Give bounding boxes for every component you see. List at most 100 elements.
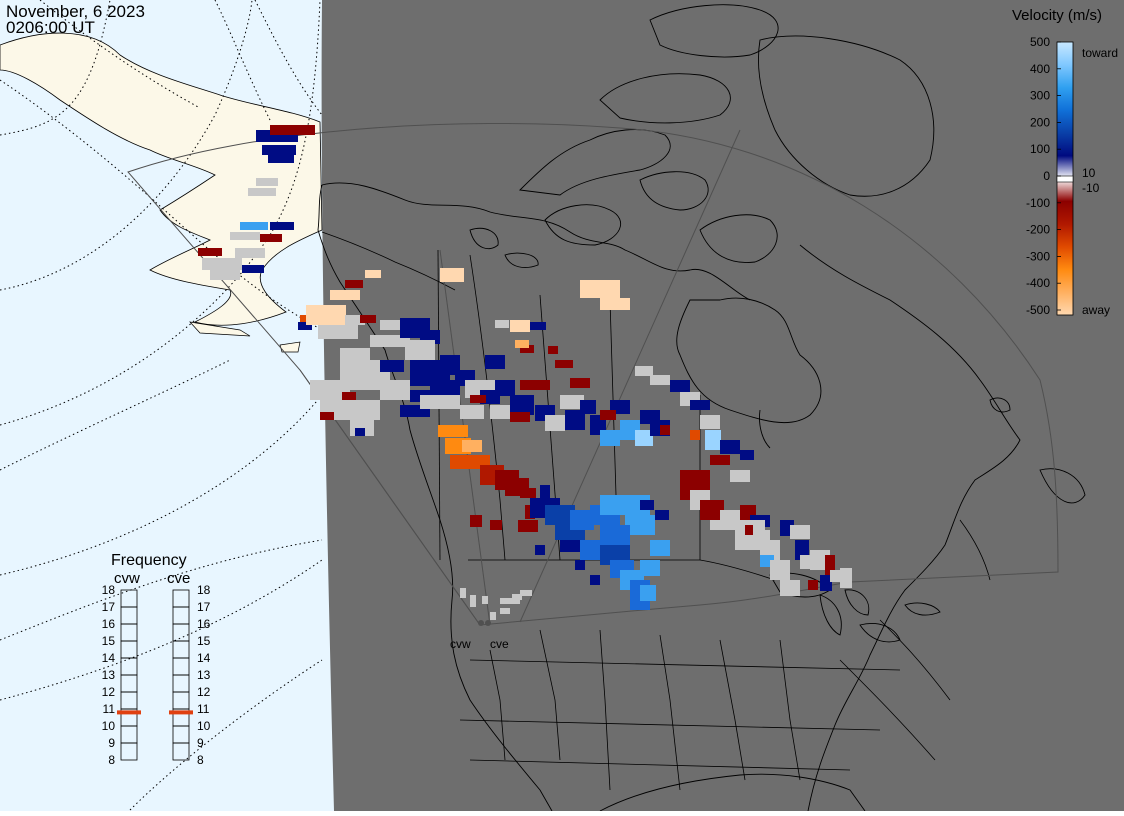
scatter-cell <box>655 510 669 520</box>
scatter-cell <box>580 400 596 414</box>
scatter-cell <box>518 520 538 532</box>
scatter-cell <box>510 320 530 332</box>
frequency-panel: Frequency cvw cve 1817161514131211109818… <box>102 552 211 767</box>
radar-site-cve <box>485 620 491 626</box>
scatter-cell <box>575 560 585 570</box>
frequency-tick-label: 17 <box>197 600 211 614</box>
scatter-cell <box>570 378 590 388</box>
scatter-cell <box>270 222 294 230</box>
scatter-cell <box>260 234 282 242</box>
scatter-cell <box>240 222 268 230</box>
scatter-cell <box>690 400 710 410</box>
scatter-cell <box>306 305 346 325</box>
scatter-cell <box>640 500 654 510</box>
frequency-tick-label: 16 <box>102 617 116 631</box>
scatter-cell <box>545 415 565 431</box>
colorbar-tick-label: 400 <box>1030 62 1050 76</box>
scatter-cell <box>510 395 534 415</box>
scatter-cell <box>515 340 529 348</box>
scatter-cell <box>320 400 380 420</box>
scatter-cell <box>248 188 276 196</box>
frequency-bars: 18 17 16 15 14 13 12 11 10 9 8 18 17 16 15 14 13 12 11 10 9 8 <box>102 583 211 767</box>
colorbar-tick-label: -500 <box>1026 303 1050 317</box>
scatter-cell <box>555 360 573 368</box>
scatter-cell <box>600 495 620 515</box>
radar-sites: cvw cve <box>450 620 509 651</box>
colorbar-tick-label: -300 <box>1026 249 1050 263</box>
frequency-marker-cve <box>169 710 193 715</box>
scatter-cell <box>635 430 653 446</box>
scatter-cell <box>710 455 730 465</box>
scatter-cell <box>490 612 496 620</box>
frequency-title: Frequency <box>111 552 187 569</box>
frequency-tick-label: 10 <box>102 719 116 733</box>
scatter-cell <box>670 380 690 392</box>
scatter-cell <box>460 405 484 419</box>
scatter-cell <box>825 555 835 575</box>
scatter-cell <box>520 380 550 390</box>
scatter-cell <box>420 395 460 409</box>
scatter-cell <box>635 366 653 376</box>
colorbar-tick-label: -200 <box>1026 223 1050 237</box>
scatter-cell <box>700 500 724 520</box>
frequency-tick-label: 14 <box>102 651 116 665</box>
radar-site-cvw <box>478 620 484 626</box>
scatter-cell <box>512 594 522 600</box>
scatter-cell <box>740 450 754 460</box>
frequency-radar-label-cvw: cvw <box>114 570 140 587</box>
scatter-cell <box>460 588 466 598</box>
scatter-cell <box>640 560 660 576</box>
colorbar-title: Velocity (m/s) <box>1012 7 1102 24</box>
scatter-cell <box>462 440 482 452</box>
colorbar-ticks: 500 400 300 200 100 0 -100 -200 -300 -400 -500 <box>1026 35 1061 317</box>
scatter-cell <box>405 340 435 360</box>
scatter-cell <box>565 410 585 430</box>
colorbar-zero-band <box>1056 175 1074 183</box>
scatter-cell <box>500 608 510 614</box>
frequency-marker-cvw <box>117 710 141 715</box>
scatter-cell <box>310 380 350 400</box>
scatter-cell <box>235 248 265 258</box>
aleutian-islands <box>189 321 301 353</box>
scatter-cell <box>365 270 381 278</box>
scatter-cell <box>495 380 515 396</box>
scatter-cell <box>600 430 620 446</box>
time-label: 0206:00 UT <box>6 18 95 37</box>
scatter-cell <box>650 540 670 556</box>
frequency-bar-cell <box>120 742 138 761</box>
frequency-tick-label: 12 <box>197 685 211 699</box>
frequency-radar-label-cve: cve <box>167 570 190 587</box>
frequency-tick-label: 9 <box>197 736 204 750</box>
colorbar-inner-label-10: 10 <box>1082 166 1096 180</box>
frequency-tick-label: 12 <box>102 685 116 699</box>
scatter-cell <box>808 580 818 590</box>
scatter-cell <box>256 178 278 186</box>
scatter-cell <box>520 345 534 353</box>
scatter-cell <box>540 485 550 505</box>
frequency-tick-label: 13 <box>197 668 211 682</box>
scatter-cell <box>745 525 753 535</box>
scatter-cell <box>318 325 358 339</box>
scatter-cell <box>530 322 546 330</box>
radar-label-cvw: cvw <box>450 637 471 651</box>
scatter-cell <box>495 320 509 328</box>
frequency-tick-label: 17 <box>102 600 116 614</box>
scatter-cell <box>690 430 700 440</box>
colorbar-tick-label: 0 <box>1043 169 1050 183</box>
scatter-cell <box>298 322 312 330</box>
scatter-cell <box>202 258 242 270</box>
scatter-cell <box>342 392 356 400</box>
scatter-cell <box>780 580 800 596</box>
colorbar-tick-label: 100 <box>1030 142 1050 156</box>
scatter-cell <box>705 430 721 450</box>
frequency-tick-label: 8 <box>108 753 115 767</box>
scatter-cell <box>262 145 296 155</box>
frequency-tick-label: 10 <box>197 719 211 733</box>
colorbar-tick-label: -100 <box>1026 196 1050 210</box>
scatter-cell <box>510 412 530 422</box>
scatter-cell <box>790 525 810 539</box>
colorbar-tick-label: -400 <box>1026 276 1050 290</box>
scatter-cell <box>345 280 363 288</box>
